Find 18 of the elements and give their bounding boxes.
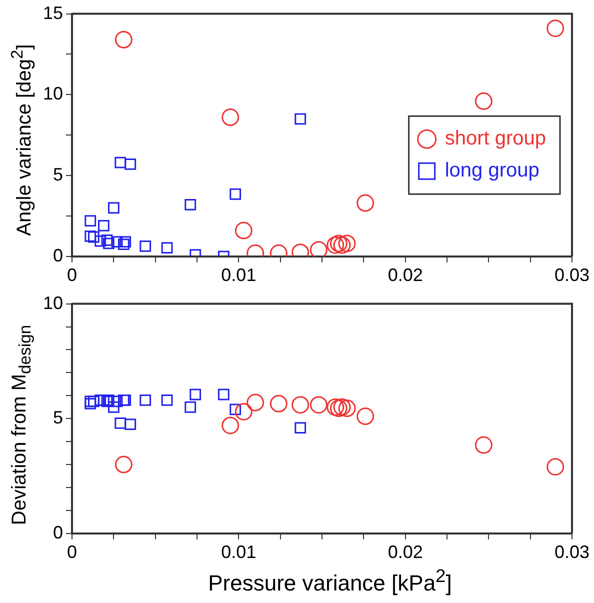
x-tick-label: 0.02 [388,265,423,286]
x-tick-label: 0.03 [554,542,590,562]
x-tick-label: 0.01 [221,265,256,286]
x-axis-title: Pressure variance [kPa$^{2}$] [208,565,452,596]
x-tick-label: 0 [67,542,78,562]
legend-label: short group [444,128,546,150]
x-tick-label: 0 [67,265,78,286]
y-tick-label: 5 [53,164,64,184]
x-tick-label: 0.03 [554,265,590,286]
y-tick-label: 10 [42,84,64,104]
y-tick-label: 5 [53,408,64,428]
x-tick-label: 0.02 [388,542,423,562]
legend-label: long group [444,160,540,182]
y-tick-label: 0 [53,245,64,266]
x-tick-label: 0.01 [221,542,256,562]
y-tick-label: 15 [42,2,64,23]
y-tick-label: 0 [53,522,64,542]
y-tick-label: 10 [42,292,64,313]
